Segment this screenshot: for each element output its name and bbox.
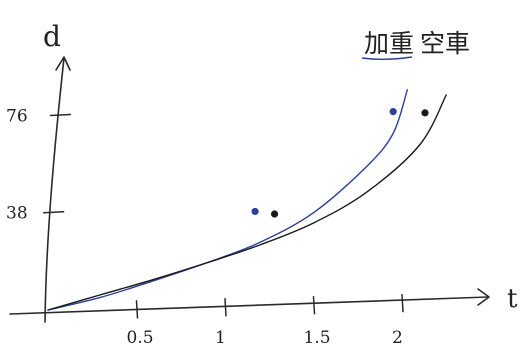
series-0-point-1: [389, 108, 397, 116]
legend-label-0: 加重: [364, 29, 414, 58]
x-tick-1: [224, 298, 227, 317]
x-tick-label-1: 1: [215, 328, 226, 347]
x-tick-label-0: 0.5: [127, 328, 154, 347]
series-group: [47, 89, 447, 311]
legend-label-1: 空車: [420, 29, 470, 58]
y-tick-label-1: 76: [6, 106, 28, 126]
series-1-point-1: [421, 109, 429, 117]
x-tick-3: [401, 293, 404, 313]
series-line-0: [47, 89, 409, 311]
series-0-point-0: [251, 207, 259, 216]
y-axis-label: d: [43, 20, 61, 53]
ticks: 0.5 1 1.5 2 38 76: [6, 106, 404, 347]
x-axis-label: t: [507, 284, 518, 314]
axes: [9, 56, 490, 323]
x-axis-arrow: [477, 288, 490, 306]
legend-underline: [361, 56, 413, 60]
series-line-1: [47, 94, 447, 311]
y-tick-0: [42, 210, 65, 214]
x-tick-2: [312, 295, 316, 315]
x-axis: [9, 296, 489, 315]
series-1-point-0: [270, 210, 279, 218]
y-axis: [44, 57, 65, 323]
y-tick-label-0: 38: [6, 204, 28, 224]
x-tick-label-3: 2: [392, 328, 403, 347]
legend: 加重 空車: [361, 29, 470, 60]
y-axis-arrow: [55, 56, 71, 71]
y-tick-1: [49, 113, 72, 117]
x-tick-label-2: 1.5: [304, 328, 331, 347]
x-tick-0: [135, 300, 139, 319]
